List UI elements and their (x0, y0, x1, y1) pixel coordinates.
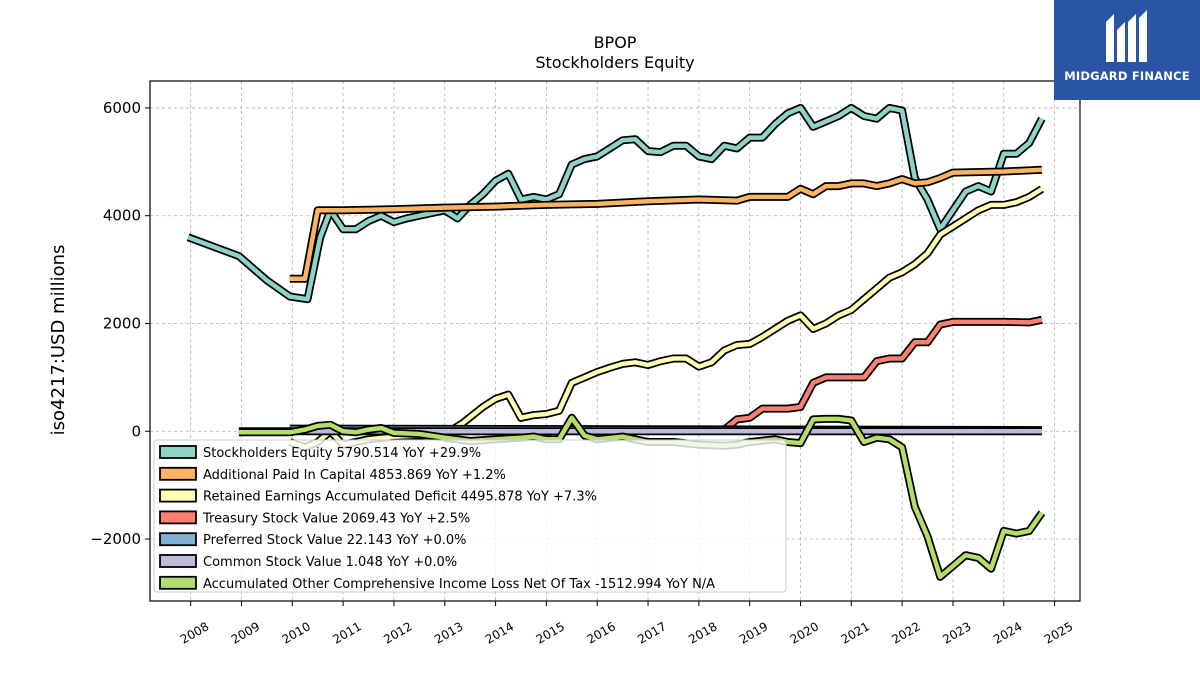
chart-subtitle: Stockholders Equity (535, 53, 694, 72)
series-lines (186, 103, 1046, 581)
x-tick-label: 2009 (229, 619, 262, 646)
series-1 (289, 165, 1043, 283)
x-tick-label: 2017 (635, 619, 668, 646)
legend-label: Accumulated Other Comprehensive Income L… (203, 577, 715, 592)
x-tick-label: 2020 (788, 619, 821, 646)
legend-swatch (159, 445, 197, 459)
plot-frame (149, 80, 1081, 602)
x-tick-label: 2016 (584, 619, 617, 646)
y-tick-label: 6000 (103, 99, 141, 117)
series-line (289, 167, 1043, 282)
legend-item: Common Stock Value 1.048 YoY +0.0% (159, 554, 457, 570)
legend-swatch (159, 575, 197, 590)
y-axis-label: iso4217:USD millions (48, 245, 69, 436)
legend-swatch (159, 532, 197, 547)
legend-box (153, 439, 787, 593)
legend-swatch (159, 466, 197, 481)
legend-label: Stockholders Equity 5790.514 YoY +29.9% (203, 446, 481, 461)
series-3 (289, 315, 1043, 435)
legend-item: Accumulated Other Comprehensive Income L… (159, 575, 715, 592)
y-tick-label: −2000 (90, 530, 141, 548)
legend-item: Additional Paid In Capital 4853.869 YoY … (159, 466, 506, 483)
x-tick-label: 2015 (534, 619, 567, 646)
x-tick-label: 2018 (686, 619, 719, 646)
brand-name: MIDGARD FINANCE (1064, 69, 1190, 83)
x-tick-label: 2019 (737, 619, 770, 646)
x-tick-label: 2008 (178, 619, 211, 646)
x-tick-label: 2010 (280, 619, 313, 646)
legend-label: Additional Paid In Capital 4853.869 YoY … (203, 468, 506, 483)
series-line (187, 105, 1044, 302)
chart-title: BPOP (594, 33, 637, 52)
series-0 (186, 103, 1046, 304)
legend-label: Common Stock Value 1.048 YoY +0.0% (203, 555, 457, 570)
legend-swatch (159, 488, 197, 503)
legend-label: Treasury Stock Value 2069.43 YoY +2.5% (202, 511, 470, 526)
legend-swatch (159, 554, 197, 568)
series-line (289, 317, 1043, 433)
x-tick-label: 2011 (330, 619, 363, 646)
legend-label: Preferred Stock Value 22.143 YoY +0.0% (203, 533, 467, 548)
series-outline (288, 185, 1045, 452)
x-tick-label: 2013 (432, 619, 465, 646)
series-2 (288, 185, 1045, 452)
legend-label: Retained Earnings Accumulated Deficit 44… (203, 490, 597, 505)
legend-item: Preferred Stock Value 22.143 YoY +0.0% (159, 532, 467, 548)
x-tick-label: 2023 (940, 619, 973, 646)
series-line (289, 187, 1044, 450)
x-tick-label: 2025 (1042, 619, 1075, 646)
legend-item: Retained Earnings Accumulated Deficit 44… (159, 488, 597, 505)
x-tick-label: 2022 (889, 619, 922, 646)
legend-swatch (159, 510, 197, 525)
y-tick-label: 4000 (103, 207, 141, 225)
legend: Stockholders Equity 5790.514 YoY +29.9% A… (153, 439, 787, 593)
series-outline (289, 165, 1043, 283)
x-tick-label: 2014 (483, 619, 516, 646)
x-tick-label: 2021 (839, 619, 872, 646)
legend-item: Stockholders Equity 5790.514 YoY +29.9% (159, 445, 481, 461)
y-tick-label: 0 (131, 422, 141, 440)
brand-logo: MIDGARD FINANCE (1054, 0, 1200, 100)
x-tick-label: 2012 (381, 619, 414, 646)
legend-item: Treasury Stock Value 2069.43 YoY +2.5% (159, 510, 470, 526)
y-tick-label: 2000 (103, 314, 141, 332)
x-tick-label: 2024 (991, 619, 1024, 646)
brand-mark-icon (1106, 10, 1147, 62)
